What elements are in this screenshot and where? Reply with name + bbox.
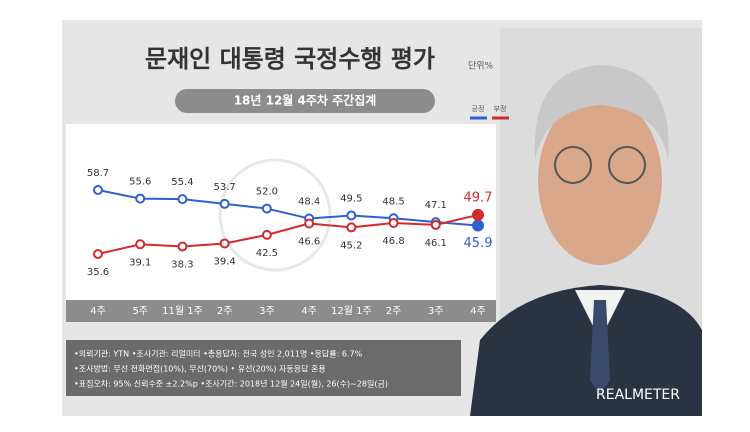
legend-label: 긍정 [472,104,485,113]
face [538,95,662,265]
category-band [66,300,496,322]
subtitle-pill [175,89,435,113]
watermark [218,158,332,272]
subtitle: 18년 12월 4주차 주간집계 [234,93,377,108]
x-tick-label: 2주 [386,306,402,317]
x-tick-label: 4주 [470,306,486,317]
point [304,218,315,229]
notes-box [66,340,461,396]
portrait [470,28,702,416]
value-label: 39.1 [129,257,151,268]
note: •의뢰기관: YTN •조사기관: 리얼미터 •총응답자: 전국 성인 2,01… [74,349,363,359]
value-label: 46.8 [382,236,404,247]
value-label: 39.4 [214,256,236,267]
chart-title: 문재인 대통령 국정수행 평가 [145,45,435,73]
point [472,219,484,232]
point [93,185,103,195]
value-label: 35.6 [87,267,109,278]
point [135,239,146,250]
value-label: 46.6 [298,237,320,248]
unit-label: 단위% [468,61,494,72]
x-tick-label: 4주 [301,306,317,317]
value-label: 55.4 [171,177,193,188]
point [93,249,103,259]
point [430,219,441,230]
x-tick-label: 3주 [428,306,444,317]
point [219,238,230,249]
value-label: 48.5 [382,196,404,207]
value-label: 53.7 [214,182,236,193]
x-tick-label: 3주 [259,306,275,317]
x-tick-label: 11월 1주 [162,305,203,317]
point [346,222,357,233]
point [219,198,230,209]
point [261,229,272,240]
glasses-left [554,146,592,184]
point [177,241,188,252]
legend-label: 부정 [494,104,507,113]
hair [534,65,669,160]
value-label: 45.9 [464,236,493,251]
point [472,208,484,221]
value-label: 47.1 [425,200,447,211]
series-line [97,189,479,227]
value-label: 38.3 [171,260,193,271]
value-label: 48.4 [298,197,320,208]
value-label: 55.6 [129,177,151,188]
point [261,203,272,214]
value-label: 52.0 [256,187,278,198]
glasses-right [608,146,646,184]
note: •조사방법: 무선 전화면접(10%), 무선(70%) • 유선(20%) 자… [74,364,326,374]
suit [470,285,702,416]
value-label: 58.7 [87,168,109,179]
value-label: 42.5 [256,248,278,259]
point [388,217,399,228]
x-tick-label: 12월 1주 [331,305,372,317]
x-tick-label: 2주 [217,306,233,317]
note: •표집오차: 95% 신뢰수준 ±2.2%p •조사기간: 2018년 12월 … [74,379,388,389]
point [177,194,188,205]
value-label: 45.2 [340,240,362,251]
tie [590,300,610,395]
value-label: 49.7 [464,190,493,205]
series-line [97,213,479,255]
value-label: 46.1 [425,238,447,249]
point [346,210,357,221]
brand: REALMETER [596,387,680,403]
value-label: 49.5 [340,193,362,204]
x-tick-label: 4주 [90,306,106,317]
x-tick-label: 5주 [132,306,148,317]
point [135,193,146,204]
